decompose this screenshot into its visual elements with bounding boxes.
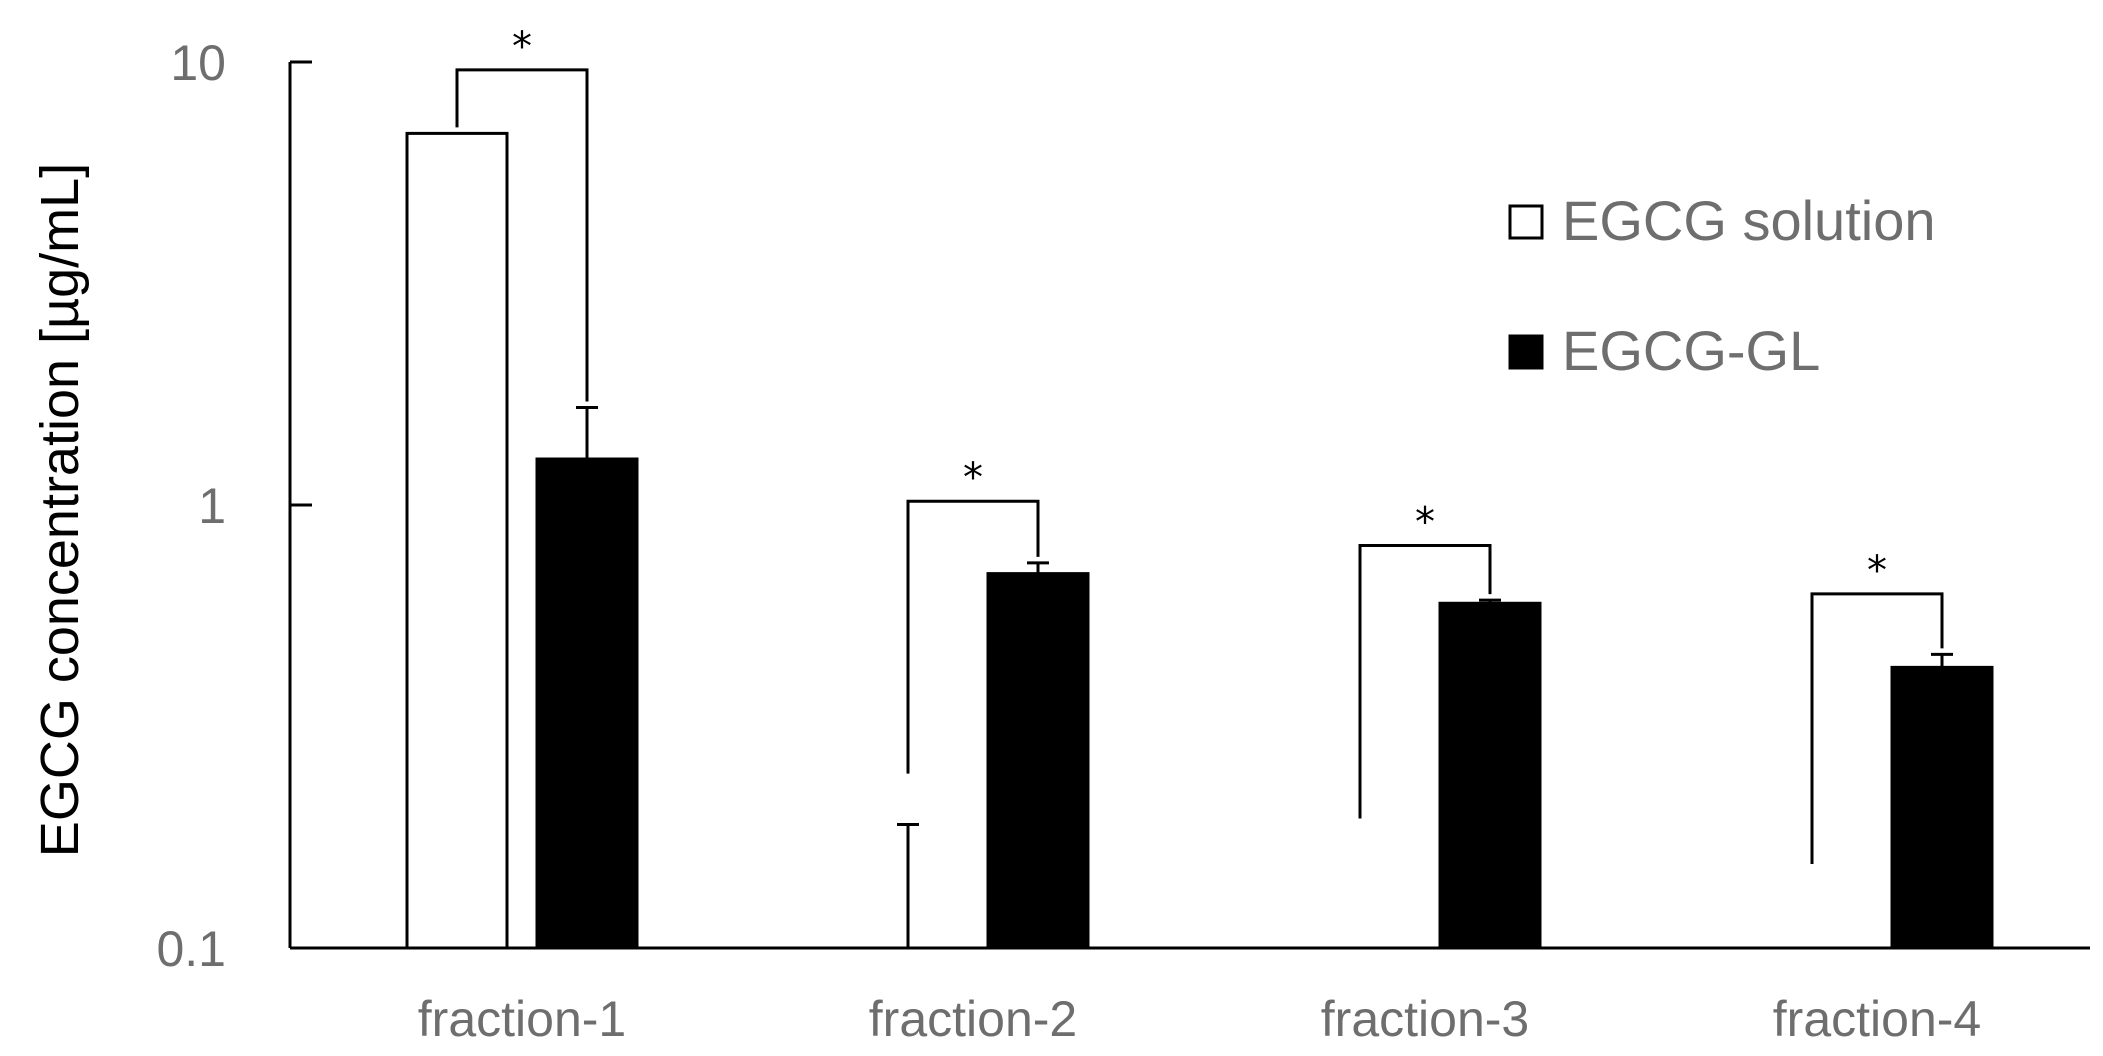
y-tick-label: 10 [170, 35, 226, 91]
significance-marker: * [1415, 500, 1435, 546]
significance-bracket [1810, 592, 1944, 864]
y-tick-label: 0.1 [156, 921, 226, 977]
y-axis-label: EGCG concentration [µg/mL] [30, 163, 90, 857]
significance-marker: * [512, 24, 532, 70]
legend-label-egcg-gl: EGCG-GL [1562, 319, 1820, 382]
error-bars [576, 405, 1953, 948]
x-tick-labels: fraction-1 fraction-2 fraction-3 fraction-4 [418, 991, 1981, 1047]
bar-egcg-gl [1438, 601, 1542, 950]
x-tick-label: fraction-1 [418, 991, 626, 1047]
significance-bracket [1358, 544, 1492, 819]
bar-egcg-gl [986, 572, 1090, 950]
significance-marker: * [1867, 548, 1887, 594]
legend-label-egcg-solution: EGCG solution [1562, 189, 1936, 252]
x-tick-label: fraction-4 [1773, 991, 1981, 1047]
legend-swatch-egcg-solution [1508, 204, 1544, 240]
bar-egcg-gl [535, 457, 639, 950]
significance-bracket [455, 68, 589, 402]
y-tick-label: 1 [198, 478, 226, 534]
significance-marker: * [963, 455, 983, 501]
x-tick-label: fraction-2 [869, 991, 1077, 1047]
x-tick-label: fraction-3 [1321, 991, 1529, 1047]
bar-egcg-solution [405, 131, 509, 950]
significance-bracket [906, 499, 1040, 774]
bar-egcg-gl [1890, 665, 1994, 950]
y-axis-label-text: EGCG concentration [µg/mL] [30, 163, 90, 857]
legend: EGCG solution EGCG-GL [1508, 189, 1936, 382]
significance-brackets: * * * * [455, 24, 1944, 864]
bars [405, 131, 1994, 950]
legend-swatch-egcg-gl [1508, 334, 1544, 370]
